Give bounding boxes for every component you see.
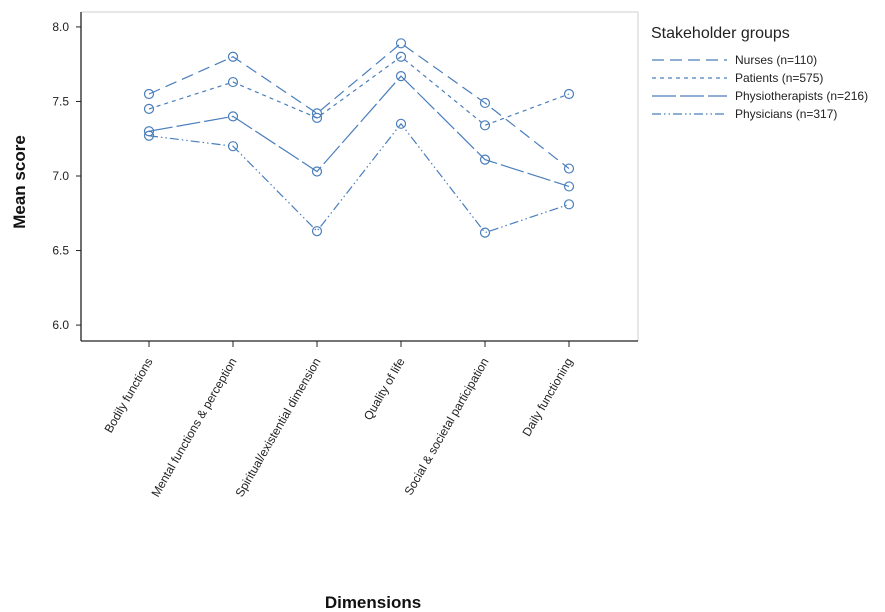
x-tick-label: Bodily functions <box>101 356 155 436</box>
legend-label: Patients (n=575) <box>735 71 823 85</box>
data-point <box>395 38 407 49</box>
series-layer <box>143 38 575 238</box>
data-point <box>311 226 323 237</box>
y-tick-label: 6.0 <box>52 318 69 332</box>
x-tick-label: Mental functions & perception <box>148 356 239 500</box>
legend-item: Nurses (n=110) <box>652 53 817 67</box>
y-tick-label: 7.5 <box>52 94 69 108</box>
data-point <box>563 88 575 100</box>
y-tick-label: 7.0 <box>52 169 69 183</box>
y-tick-label: 8.0 <box>52 20 69 34</box>
data-point <box>563 163 575 174</box>
data-point <box>227 111 239 122</box>
data-point <box>311 112 323 123</box>
data-point <box>227 141 239 152</box>
series <box>143 38 575 174</box>
legend-item: Physiotherapists (n=216) <box>652 89 868 103</box>
plot-frame <box>81 11 639 341</box>
data-point <box>143 88 155 100</box>
data-point <box>311 166 323 177</box>
series-line <box>148 75 570 188</box>
series-line <box>148 122 570 234</box>
data-point <box>395 118 407 129</box>
data-point <box>563 181 575 192</box>
legend-item: Patients (n=575) <box>652 71 823 85</box>
data-point <box>227 76 239 88</box>
data-point <box>563 199 575 210</box>
data-point <box>479 154 491 165</box>
legend-item: Physicians (n=317) <box>652 107 837 121</box>
x-tick-label: Social & societal participation <box>401 356 491 498</box>
data-point <box>395 71 407 82</box>
x-axis-title: Dimensions <box>325 593 421 612</box>
data-point <box>395 51 407 62</box>
legend: Stakeholder groups Nurses (n=110) Patients… <box>651 25 868 121</box>
data-point <box>479 227 491 238</box>
y-axis: 6.0 6.5 7.0 7.5 8.0 <box>52 12 82 341</box>
series <box>143 118 575 238</box>
data-point <box>143 130 155 141</box>
series-line <box>148 42 570 170</box>
legend-label: Nurses (n=110) <box>735 53 817 67</box>
series <box>143 71 575 192</box>
legend-label: Physiotherapists (n=216) <box>735 89 868 103</box>
series <box>143 51 575 131</box>
x-tick-label: Daily functioning <box>519 356 575 439</box>
x-tick-label: Quality of life <box>361 355 408 422</box>
y-tick-label: 6.5 <box>52 244 69 258</box>
data-point <box>143 103 155 115</box>
legend-label: Physicians (n=317) <box>735 107 837 121</box>
x-tick-label: Spiritual/existential dimension <box>232 356 323 500</box>
legend-title: Stakeholder groups <box>651 25 790 42</box>
data-point <box>227 51 239 62</box>
data-point <box>479 120 491 131</box>
series-line <box>148 55 570 126</box>
data-point <box>479 97 491 109</box>
y-axis-title: Mean score <box>10 135 29 229</box>
